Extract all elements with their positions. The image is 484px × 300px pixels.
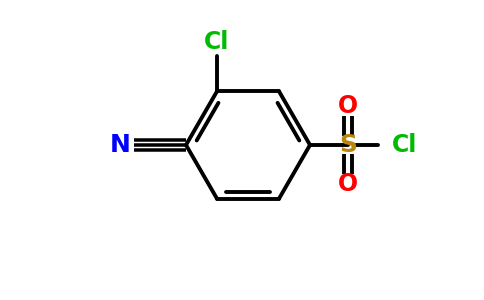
Text: Cl: Cl	[392, 133, 417, 157]
Text: O: O	[338, 94, 358, 118]
Text: S: S	[339, 133, 357, 157]
Text: N: N	[109, 133, 130, 157]
Text: O: O	[338, 172, 358, 196]
Text: Cl: Cl	[204, 30, 230, 54]
